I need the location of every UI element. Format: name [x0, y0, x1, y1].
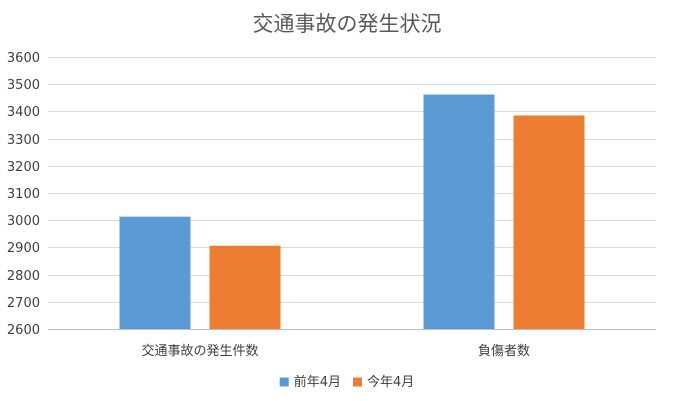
x-category-label: 交通事故の発生件数: [141, 343, 258, 359]
y-tick-label: 3100: [7, 187, 40, 202]
legend: 前年4月 今年4月: [279, 374, 414, 390]
y-tick-label: 2800: [7, 269, 40, 284]
y-tick-label: 3000: [7, 214, 40, 229]
legend-swatch: [279, 377, 289, 387]
bar-curr-1: [209, 245, 281, 329]
y-tick-label: 2600: [7, 323, 40, 338]
y-tick-label: 2900: [7, 241, 40, 256]
bar-prev-1: [119, 216, 191, 329]
y-tick-label: 3600: [7, 51, 40, 66]
chart-title: 交通事故の発生状況: [253, 12, 442, 36]
legend-label: 前年4月: [294, 374, 341, 390]
y-tick-label: 3500: [7, 78, 40, 93]
y-tick-label: 3400: [7, 105, 40, 120]
y-tick-label: 3200: [7, 160, 40, 175]
legend-swatch: [353, 377, 362, 387]
bars: [119, 94, 585, 329]
y-axis: 2600 2700 2800 2900 3000 3100 3200 3300 3400 3500…: [7, 51, 40, 338]
bar-curr-2: [513, 115, 585, 329]
x-category-label: 負傷者数: [478, 344, 530, 359]
bar-prev-2: [423, 94, 495, 329]
y-tick-label: 3300: [7, 133, 40, 148]
y-tick-label: 2700: [7, 296, 40, 311]
legend-label: 今年4月: [367, 374, 414, 390]
x-axis: 交通事故の発生件数 負傷者数: [141, 343, 530, 359]
